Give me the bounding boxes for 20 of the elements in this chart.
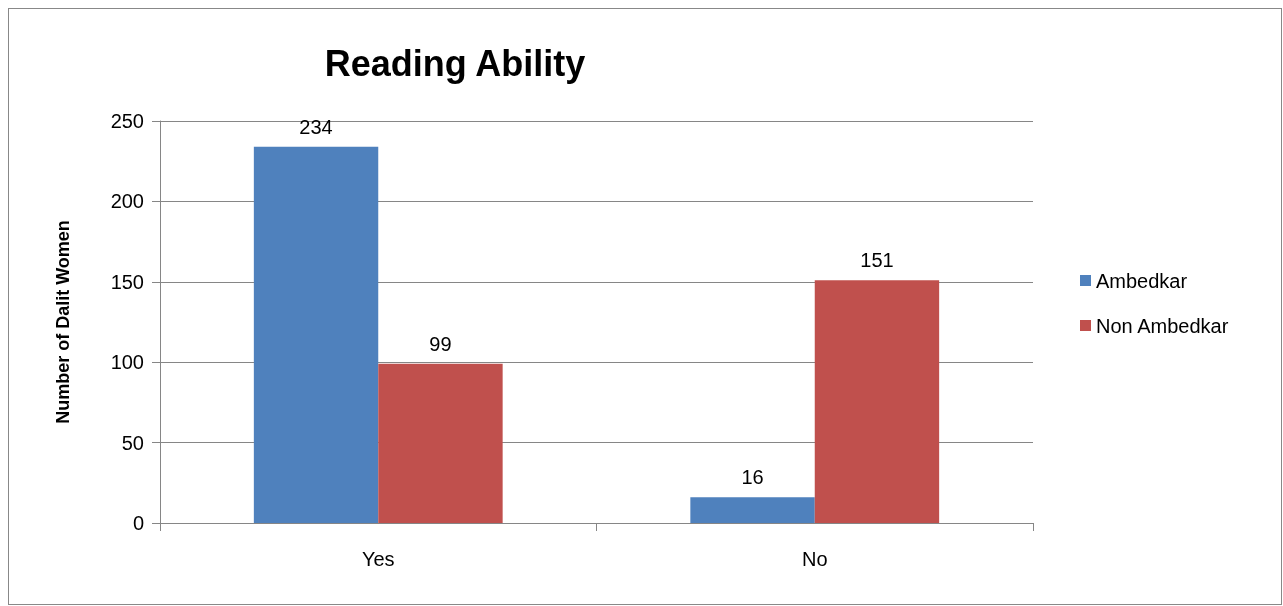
bar: [814, 280, 940, 523]
y-tick-label: 0: [132, 512, 144, 534]
data-label: 99: [429, 332, 452, 355]
y-tick-label: 100: [110, 351, 144, 374]
legend-label: Non Ambedkar: [1096, 314, 1229, 337]
bar: [378, 363, 503, 523]
y-tick-label: 250: [110, 110, 144, 132]
legend-label: Ambedkar: [1096, 269, 1188, 292]
y-tick-label: 150: [110, 270, 144, 293]
y-tick-label: 200: [110, 190, 144, 213]
data-label: 151: [860, 249, 894, 272]
y-axis-title: Number of Dalit Women: [53, 220, 73, 424]
y-tick-label: 50: [121, 431, 144, 454]
x-tick-label: Yes: [361, 548, 395, 570]
data-label: 234: [299, 115, 333, 138]
x-tick-label: No: [801, 548, 828, 570]
data-label: 16: [741, 466, 764, 489]
chart-title: Reading Ability: [324, 42, 586, 84]
bar: [690, 497, 815, 523]
bar: [253, 146, 379, 523]
